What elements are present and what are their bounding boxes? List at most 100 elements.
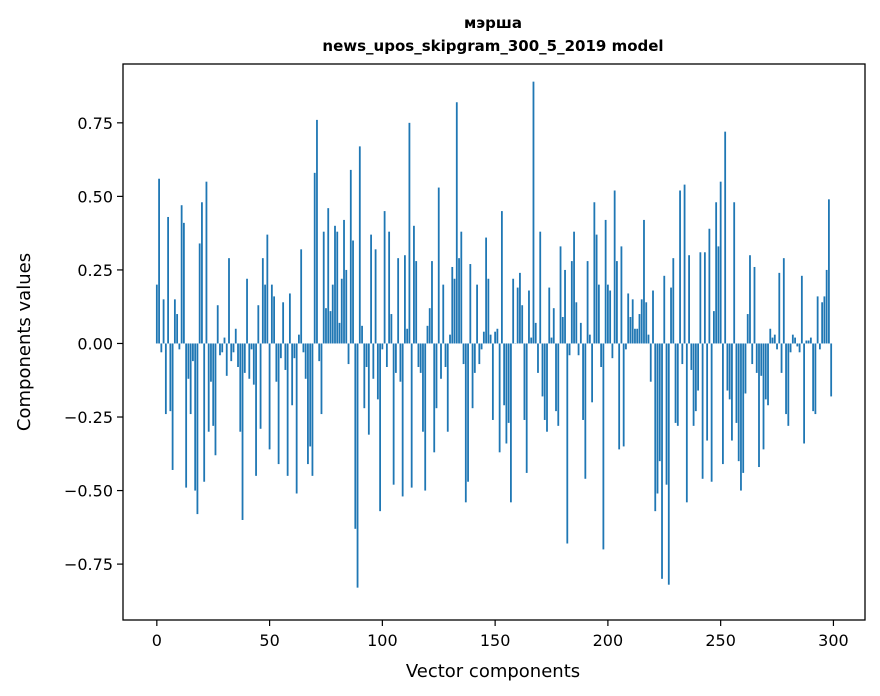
bar-166	[530, 337, 533, 344]
bar-51	[270, 284, 273, 344]
bar-249	[717, 246, 720, 344]
bar-187	[577, 343, 580, 356]
bar-270	[764, 343, 767, 400]
bar-262	[746, 314, 749, 344]
bar-259	[740, 343, 742, 491]
bar-94	[367, 343, 370, 435]
bar-39	[243, 343, 246, 373]
bar-2	[160, 343, 163, 353]
bar-192	[588, 334, 591, 344]
bar-228	[670, 287, 672, 344]
bar-28	[219, 343, 221, 356]
bar-75	[325, 308, 327, 344]
bar-68	[309, 343, 312, 447]
bar-153	[500, 211, 503, 344]
bar-161	[519, 272, 521, 344]
bar-244	[706, 343, 709, 441]
bar-149	[491, 343, 494, 420]
x-axis-label: Vector components	[406, 661, 580, 682]
bar-101	[383, 211, 386, 344]
bar-264	[751, 343, 754, 365]
bar-286	[800, 275, 803, 344]
bar-189	[582, 343, 584, 420]
bar-298	[828, 199, 830, 344]
bar-13	[185, 343, 188, 488]
bar-204	[616, 261, 618, 344]
bar-95	[370, 234, 372, 344]
bar-71	[316, 119, 318, 344]
bar-273	[771, 337, 774, 344]
bar-214	[638, 314, 641, 344]
x-tick-label: 0	[152, 631, 162, 650]
bar-145	[482, 331, 485, 344]
x-tick-label: 250	[705, 631, 736, 650]
bar-127	[442, 284, 445, 344]
bar-129	[446, 343, 449, 432]
bar-6	[169, 343, 172, 412]
bar-171	[541, 343, 544, 397]
plot-frame	[122, 63, 866, 621]
bar-266	[755, 343, 758, 373]
bar-33	[230, 343, 233, 362]
bar-265	[753, 266, 756, 344]
bar-136	[462, 343, 465, 365]
bar-9	[176, 314, 179, 344]
bar-276	[778, 272, 781, 344]
bar-299	[830, 343, 833, 397]
bar-80	[336, 231, 339, 344]
bar-151	[496, 328, 499, 344]
bar-56	[282, 302, 285, 344]
bar-62	[295, 343, 298, 494]
bar-41	[248, 343, 251, 379]
chart-title-line-2: news_upos_skipgram_300_5_2019 model	[322, 37, 663, 55]
y-tick-label: 0.00	[77, 334, 113, 353]
bar-233	[681, 343, 684, 365]
bar-61	[293, 343, 296, 359]
bar-201	[609, 290, 612, 344]
bar-231	[676, 343, 679, 426]
bar-206	[620, 246, 623, 344]
bar-43	[252, 343, 255, 385]
bar-119	[424, 343, 427, 491]
bar-175	[550, 337, 553, 344]
bar-146	[485, 237, 487, 344]
bar-225	[663, 275, 666, 344]
bar-288	[805, 340, 808, 344]
bar-200	[606, 284, 609, 344]
bar-290	[809, 337, 812, 344]
y-tick-label: −0.50	[64, 482, 113, 501]
bar-3	[162, 299, 165, 344]
bar-165	[528, 290, 530, 344]
bar-118	[422, 343, 424, 432]
bar-292	[814, 343, 817, 415]
bar-260	[742, 343, 745, 473]
bar-176	[552, 308, 555, 344]
bar-22	[205, 181, 208, 344]
bar-242	[701, 343, 704, 479]
bar-156	[507, 343, 510, 423]
bar-58	[286, 343, 289, 476]
bar-253	[726, 343, 729, 391]
x-tick-label: 200	[593, 631, 624, 650]
bar-19	[198, 243, 201, 344]
bar-140	[471, 343, 474, 409]
bar-15	[189, 343, 192, 415]
bar-186	[575, 302, 578, 344]
bar-295	[821, 302, 824, 344]
y-tick-label: 0.25	[77, 261, 113, 280]
bar-202	[611, 343, 614, 359]
bar-60	[291, 343, 294, 406]
bar-195	[595, 234, 598, 344]
bar-237	[690, 343, 693, 370]
bar-100	[381, 343, 384, 350]
bar-87	[352, 240, 354, 344]
bar-296	[823, 296, 826, 344]
bar-210	[629, 316, 632, 344]
bar-215	[640, 299, 643, 344]
bar-285	[798, 343, 801, 353]
bar-229	[672, 258, 675, 344]
bar-110	[404, 255, 406, 344]
chart-title-line-1: мэрша	[464, 14, 522, 32]
bar-162	[521, 305, 524, 344]
